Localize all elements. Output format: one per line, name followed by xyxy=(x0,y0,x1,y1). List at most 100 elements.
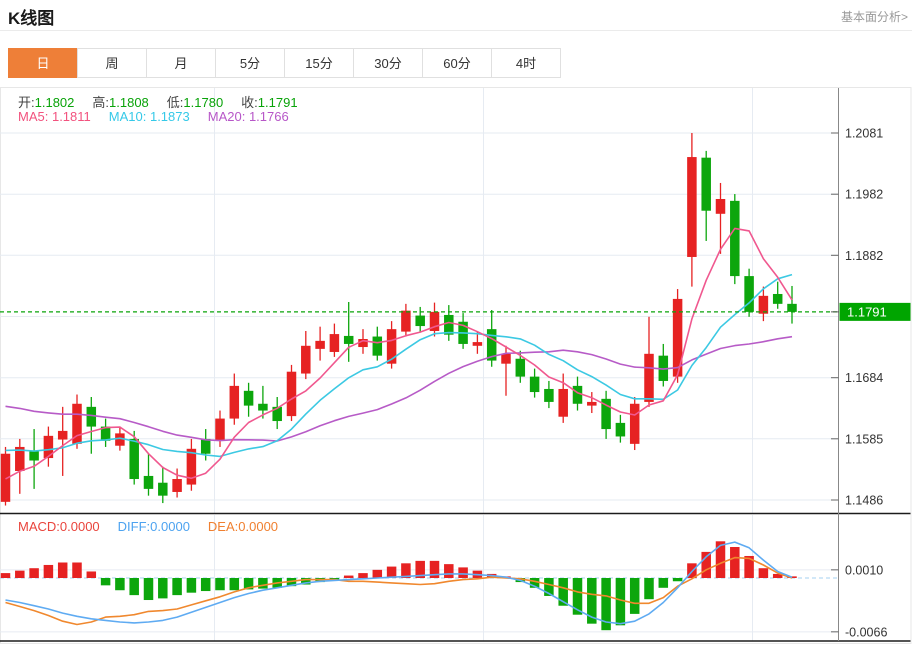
macd-axis-label: -0.0066 xyxy=(845,625,887,639)
interval-tabbar: 日周月 5分 15分 30分 60分 4时 xyxy=(8,48,561,78)
y-axis-label: 1.1882 xyxy=(845,249,883,263)
candle-body xyxy=(329,334,340,352)
macd-bar xyxy=(730,547,740,578)
chart-border xyxy=(0,87,912,644)
candle-body xyxy=(644,353,654,402)
candle-body xyxy=(301,345,311,374)
y-axis-label: 1.1684 xyxy=(845,371,883,385)
candle-body xyxy=(758,295,769,314)
macd-bar xyxy=(587,578,597,624)
tab-interval-4[interactable]: 15分 xyxy=(284,48,354,78)
candle-body xyxy=(0,453,11,502)
dea-line xyxy=(5,556,793,626)
macd-bar xyxy=(544,578,554,596)
title-divider xyxy=(0,30,912,31)
macd-bar xyxy=(343,575,354,578)
candle-body xyxy=(86,406,97,427)
macd-bar xyxy=(143,578,154,601)
candle-body xyxy=(57,430,68,440)
macd-bar xyxy=(129,578,139,596)
candle-body xyxy=(701,157,711,211)
macd-bar xyxy=(29,568,39,578)
candle-body xyxy=(358,339,368,348)
candle-body xyxy=(15,446,25,472)
candle-body xyxy=(672,298,683,377)
tab-interval-0[interactable]: 日 xyxy=(8,48,78,78)
dea-value: DEA:0.0000 xyxy=(207,519,279,534)
macd-bar xyxy=(386,566,397,578)
macd-bar xyxy=(558,578,568,606)
candle-body xyxy=(629,403,640,444)
fundamental-analysis-link[interactable]: 基本面分析> xyxy=(840,10,908,24)
candle-body xyxy=(587,401,597,406)
candle-body xyxy=(158,482,168,496)
macd-bar xyxy=(701,551,711,578)
candle-body xyxy=(444,314,454,335)
macd-bar xyxy=(100,578,111,586)
candle-body xyxy=(129,438,139,480)
candle-body xyxy=(186,448,197,485)
ma-legend: MA5: 1.1811 MA10: 1.1873 MA20: 1.1766 xyxy=(18,109,307,124)
macd-axis-label: 0.0010 xyxy=(845,563,883,577)
ma5-line xyxy=(5,227,793,480)
diff-value: DIFF:0.0000 xyxy=(117,519,190,534)
tab-interval-5[interactable]: 30分 xyxy=(353,48,423,78)
macd-bar xyxy=(0,573,11,578)
candle-body xyxy=(29,450,39,461)
y-axis-label: 1.1486 xyxy=(845,494,883,508)
macd-bar xyxy=(744,555,754,578)
close-value: 收:1.1791 xyxy=(241,95,298,110)
macd-bar xyxy=(243,578,254,590)
y-axis-label: 1.1982 xyxy=(845,188,883,202)
candle-body xyxy=(100,426,111,441)
candle-body xyxy=(272,406,282,422)
macd-bar xyxy=(15,570,25,578)
ma5-value: MA5: 1.1811 xyxy=(18,109,91,124)
macd-bar xyxy=(258,578,268,589)
macd-bar xyxy=(186,578,197,593)
candle-body xyxy=(515,358,526,377)
ma10-line xyxy=(5,273,793,458)
macd-bar xyxy=(601,578,611,631)
macd-bar xyxy=(444,564,454,578)
macd-bar xyxy=(672,578,683,582)
candle-body xyxy=(343,335,354,344)
y-axis-label: 1.1585 xyxy=(845,432,883,446)
macd-bar xyxy=(72,562,82,578)
candles xyxy=(0,133,797,506)
high-value: 高:1.1808 xyxy=(92,95,149,110)
macd-bar xyxy=(57,562,68,578)
macd-bar xyxy=(658,578,669,588)
macd-bar xyxy=(572,578,583,615)
macd-bar xyxy=(529,578,540,588)
tab-interval-1[interactable]: 周 xyxy=(77,48,147,78)
low-value: 低:1.1780 xyxy=(166,95,224,110)
candle-body xyxy=(472,342,483,346)
macd-bar xyxy=(200,578,211,592)
open-value: 开:1.1802 xyxy=(18,95,75,110)
macd-bar xyxy=(229,578,240,591)
candle-body xyxy=(43,435,54,459)
macd-bar xyxy=(301,578,311,585)
macd-legend: MACD:0.0000 DIFF:0.0000 DEA:0.0000 xyxy=(18,519,296,534)
ohlc-legend: 开:1.1802 高:1.1808 低:1.1780 收:1.1791 xyxy=(18,92,316,111)
candle-body xyxy=(401,310,411,332)
candle-body xyxy=(501,353,511,364)
tab-interval-7[interactable]: 4时 xyxy=(491,48,561,78)
tab-interval-3[interactable]: 5分 xyxy=(215,48,285,78)
candle-body xyxy=(429,311,440,331)
candle-body xyxy=(72,403,82,444)
macd-value: MACD:0.0000 xyxy=(18,519,100,534)
candle-body xyxy=(143,475,154,489)
macd-bar xyxy=(429,560,440,578)
tab-interval-2[interactable]: 月 xyxy=(146,48,216,78)
tab-interval-6[interactable]: 60分 xyxy=(422,48,492,78)
macd-bar xyxy=(615,578,626,626)
candle-body xyxy=(615,422,626,437)
candle-body xyxy=(772,293,783,304)
macd-bar xyxy=(715,541,726,578)
candle-body xyxy=(172,479,182,492)
macd-bar xyxy=(758,568,769,578)
macd-bar xyxy=(372,569,383,578)
